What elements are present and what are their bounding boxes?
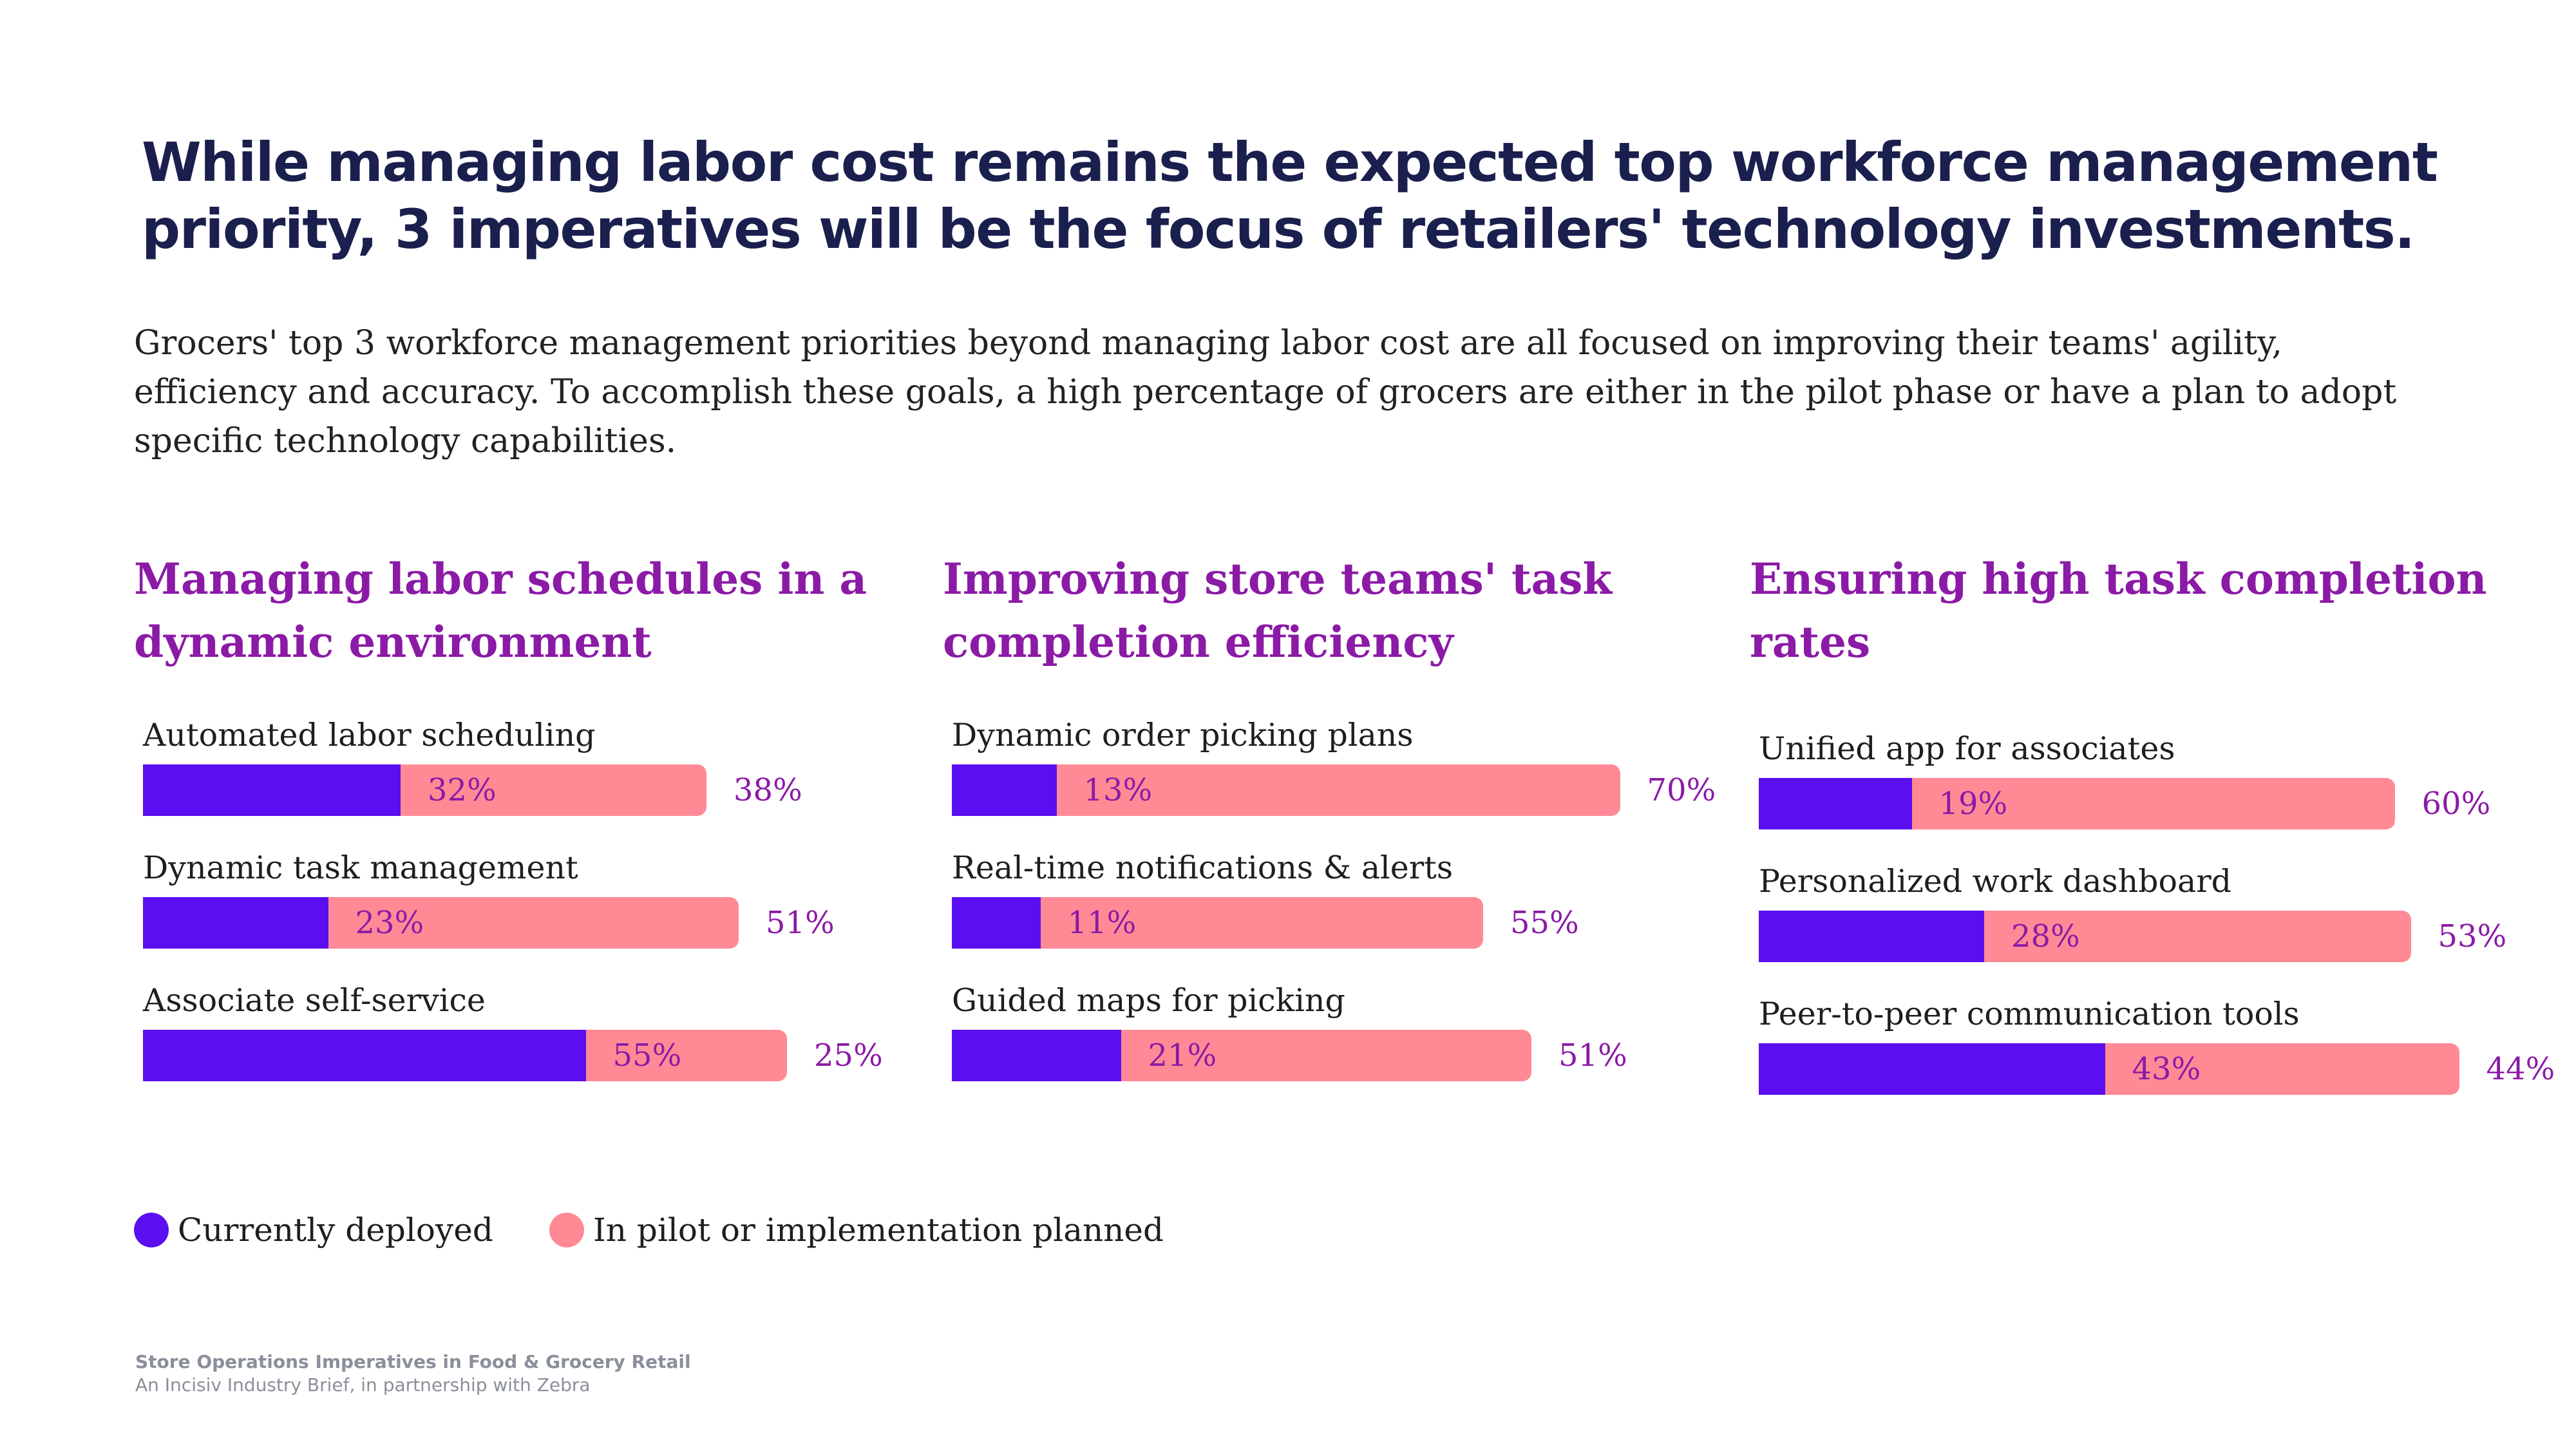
footer-title: Store Operations Imperatives in Food & G…	[135, 1351, 691, 1372]
legend-swatch-planned	[549, 1213, 584, 1247]
bar-planned-value-label: 38%	[734, 772, 802, 808]
bar-deployed-segment	[952, 897, 1041, 949]
bar-category-label: Guided maps for picking	[952, 982, 1345, 1019]
footer-subtitle: An Incisiv Industry Brief, in partnershi…	[135, 1374, 591, 1396]
bar-category-label: Personalized work dashboard	[1759, 863, 2231, 900]
bar-deployed-segment	[1759, 778, 1912, 829]
legend-label-planned: In pilot or implementation planned	[593, 1211, 1164, 1249]
page-title: While managing labor cost remains the ex…	[142, 131, 2438, 261]
bar-planned-segment	[952, 897, 1483, 949]
bar-category-label: Dynamic order picking plans	[952, 717, 1414, 753]
bar-track	[952, 1030, 1596, 1081]
panel-title: Improving store teams' task completion e…	[943, 554, 1613, 667]
bar-planned-value-label: 25%	[814, 1037, 883, 1074]
legend-label-deployed: Currently deployed	[178, 1211, 493, 1249]
bar-deployed-value-label: 11%	[1067, 905, 1137, 941]
bar-deployed-value-label: 55%	[612, 1037, 682, 1074]
bar-item: Unified app for associates 19% 60%	[1750, 730, 2523, 839]
bar-category-label: Automated labor scheduling	[143, 717, 596, 753]
chart-panel-task-efficiency: Improving store teams' task completion e…	[943, 547, 1716, 1127]
bar-track	[143, 897, 787, 949]
bar-deployed-value-label: 21%	[1148, 1037, 1217, 1074]
bar-item: Personalized work dashboard 28% 53%	[1750, 862, 2523, 972]
bar-item: Guided maps for picking 21% 51%	[943, 981, 1716, 1091]
bar-deployed-segment	[952, 1030, 1121, 1081]
bar-deployed-value-label: 19%	[1938, 786, 2008, 822]
bar-track	[143, 764, 787, 816]
bar-item: Real-time notifications & alerts 11% 55%	[943, 849, 1716, 958]
bar-planned-value-label: 53%	[2438, 918, 2507, 954]
bar-item: Dynamic task management 23% 51%	[134, 849, 907, 958]
chart-panel-labor-schedules: Managing labor schedules in a dynamic en…	[134, 547, 907, 1127]
legend-swatch-deployed	[134, 1213, 169, 1247]
bar-deployed-value-label: 23%	[355, 905, 424, 941]
bar-category-label: Dynamic task management	[143, 849, 578, 886]
bar-track	[1759, 778, 2403, 829]
bar-category-label: Peer-to-peer communication tools	[1759, 996, 2300, 1032]
bar-planned-value-label: 55%	[1510, 905, 1579, 941]
bar-track	[143, 1030, 787, 1081]
bar-item: Automated labor scheduling 32% 38%	[134, 716, 907, 826]
bar-deployed-segment	[143, 764, 401, 816]
bar-deployed-value-label: 13%	[1083, 772, 1153, 808]
intro-paragraph: Grocers' top 3 workforce management prio…	[134, 324, 2397, 460]
bar-deployed-segment	[1759, 911, 1984, 962]
panel-title: Ensuring high task completion rates	[1750, 554, 2487, 667]
bar-deployed-segment	[143, 1030, 586, 1081]
bar-deployed-segment	[143, 897, 328, 949]
bar-deployed-value-label: 28%	[2011, 918, 2080, 954]
bar-planned-value-label: 51%	[1558, 1037, 1627, 1074]
bar-planned-segment	[952, 764, 1620, 816]
bar-planned-value-label: 60%	[2421, 786, 2491, 822]
chart-panel-task-completion: Ensuring high task completion rates Unifi…	[1750, 547, 2555, 1127]
bar-track	[1759, 911, 2411, 962]
bar-deployed-segment	[1759, 1043, 2105, 1095]
bar-planned-value-label: 44%	[2486, 1051, 2555, 1087]
bar-item: Peer-to-peer communication tools 43% 44%	[1750, 995, 2555, 1104]
bar-deployed-segment	[952, 764, 1057, 816]
bar-item: Associate self-service 55% 25%	[134, 981, 907, 1091]
bar-planned-value-label: 51%	[766, 905, 835, 941]
bar-deployed-value-label: 43%	[2132, 1051, 2201, 1087]
bar-category-label: Associate self-service	[143, 982, 486, 1019]
bar-category-label: Unified app for associates	[1759, 730, 2175, 767]
bar-track	[1759, 1043, 2459, 1095]
bar-deployed-value-label: 32%	[428, 772, 497, 808]
bar-track	[952, 897, 1596, 949]
bar-item: Dynamic order picking plans 13% 70%	[943, 716, 1716, 826]
bar-category-label: Real-time notifications & alerts	[952, 849, 1453, 886]
panel-title: Managing labor schedules in a dynamic en…	[134, 554, 867, 667]
bar-track	[952, 764, 1620, 816]
bar-planned-value-label: 70%	[1647, 772, 1716, 808]
